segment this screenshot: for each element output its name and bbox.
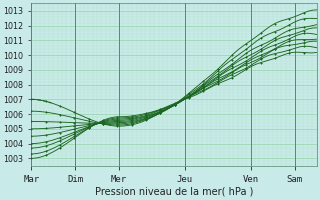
X-axis label: Pression niveau de la mer( hPa ): Pression niveau de la mer( hPa ) bbox=[95, 187, 253, 197]
